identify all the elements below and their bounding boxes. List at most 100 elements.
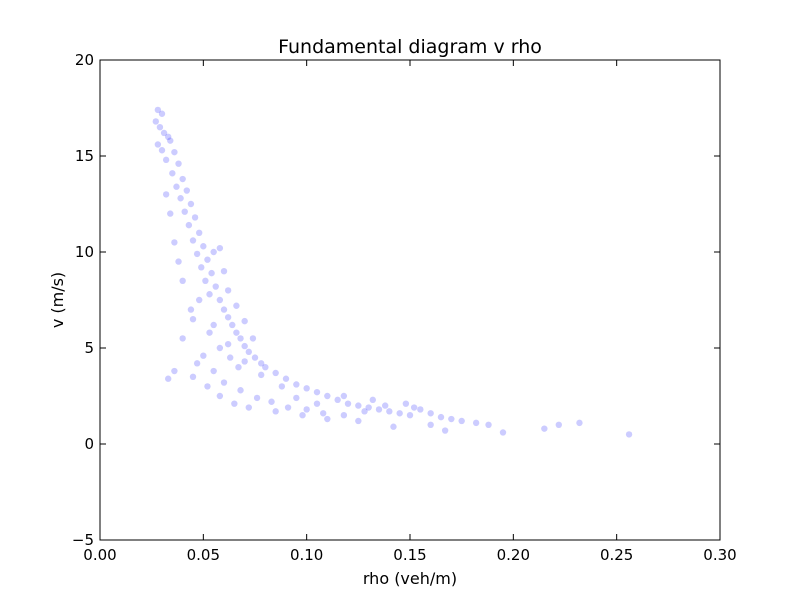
scatter-point (179, 335, 186, 342)
scatter-point (375, 406, 383, 413)
scatter-point (386, 408, 393, 415)
scatter-point (169, 170, 176, 177)
scatter-point (179, 175, 186, 183)
scatter-point (158, 147, 166, 154)
y-tick-label: 5 (84, 339, 94, 357)
scatter-point (189, 237, 197, 244)
scatter-point (224, 340, 232, 348)
scatter-point (216, 244, 224, 252)
scatter-point (212, 283, 219, 290)
scatter-point (437, 413, 445, 421)
scatter-point (165, 133, 172, 140)
scatter-point (303, 385, 310, 392)
scatter-point (216, 392, 224, 400)
scatter-point (355, 402, 362, 409)
scatter-point (154, 141, 162, 148)
scatter-point (200, 352, 207, 359)
scatter-point (162, 191, 170, 198)
x-tick-label: 0.10 (290, 546, 323, 564)
scatter-point (340, 392, 348, 400)
scatter-point (187, 200, 195, 208)
scatter-point (160, 129, 168, 137)
scatter-point (167, 210, 174, 217)
scatter-point (200, 243, 207, 250)
scatter-point (241, 358, 248, 365)
scatter-point (253, 394, 261, 402)
scatter-point (237, 335, 244, 342)
scatter-point (313, 400, 321, 407)
scatter-point (229, 321, 236, 329)
y-tick-label: 20 (75, 51, 94, 69)
points-layer (152, 106, 633, 438)
scatter-point (210, 367, 217, 375)
scatter-point (220, 306, 228, 313)
scatter-point (167, 137, 174, 144)
scatter-point (210, 248, 217, 256)
scatter-point (198, 264, 205, 271)
scatter-point (241, 342, 248, 350)
scatter-point (344, 400, 352, 407)
scatter-point (268, 398, 275, 405)
scatter-point (499, 429, 507, 436)
scatter-point (171, 367, 178, 375)
scatter-point (175, 258, 182, 265)
x-tick-label: 0.20 (497, 546, 530, 564)
scatter-point (334, 396, 341, 404)
scatter-point (231, 400, 238, 407)
scatter-point (541, 425, 548, 432)
scatter-point (179, 277, 186, 284)
scatter-point (171, 148, 178, 156)
ticks-layer: 0.00 0.05 0.10 0.15 0.20 0.25 0.30 −5 0 5 10 15 20 (72, 51, 737, 564)
scatter-point (293, 381, 300, 388)
scatter-point (206, 291, 213, 298)
scatter-point (282, 375, 290, 382)
scatter-point (369, 396, 376, 404)
scatter-point (402, 400, 410, 407)
x-tick-label: 0.15 (393, 546, 426, 564)
scatter-point (220, 379, 228, 386)
scatter-point (193, 250, 201, 258)
scatter-point (154, 106, 162, 114)
scatter-point (427, 421, 434, 428)
y-tick-label: 15 (75, 147, 94, 165)
scatter-point (448, 415, 455, 423)
scatter-point (152, 118, 159, 125)
scatter-point (284, 404, 292, 411)
scatter-point (320, 410, 327, 417)
y-axis-label: v (m/s) (48, 272, 67, 328)
scatter-point (313, 388, 321, 396)
scatter-point (235, 364, 242, 371)
scatter-point (193, 360, 201, 367)
scatter-point (272, 369, 279, 377)
scatter-point (417, 406, 424, 413)
scatter-point (249, 335, 257, 342)
chart-title: Fundamental diagram v rho (278, 36, 542, 58)
scatter-point (224, 287, 232, 294)
scatter-point (202, 277, 209, 284)
scatter-point (258, 371, 265, 379)
scatter-point (156, 124, 164, 131)
scatter-point (191, 214, 199, 221)
scatter-point (245, 348, 252, 356)
scatter-point (204, 383, 211, 390)
scatter-point (324, 415, 331, 423)
x-axis-label: rho (veh/m) (363, 569, 457, 588)
scatter-point (165, 375, 172, 382)
scatter-point (458, 417, 465, 425)
scatter-point (224, 314, 232, 321)
y-tick-label: 10 (75, 243, 94, 261)
scatter-point (278, 383, 286, 390)
x-tick-label: 0.00 (83, 546, 116, 564)
scatter-point (340, 412, 348, 419)
scatter-point (189, 316, 197, 323)
scatter-point (181, 208, 188, 215)
scatter-point (175, 160, 182, 167)
scatter-point (396, 410, 403, 417)
scatter-point (361, 408, 368, 415)
scatter-point (173, 183, 180, 190)
scatter-point (196, 229, 203, 236)
scatter-point (208, 269, 215, 277)
x-tick-label: 0.30 (703, 546, 736, 564)
scatter-point (441, 427, 449, 434)
scatter-point (299, 412, 306, 419)
